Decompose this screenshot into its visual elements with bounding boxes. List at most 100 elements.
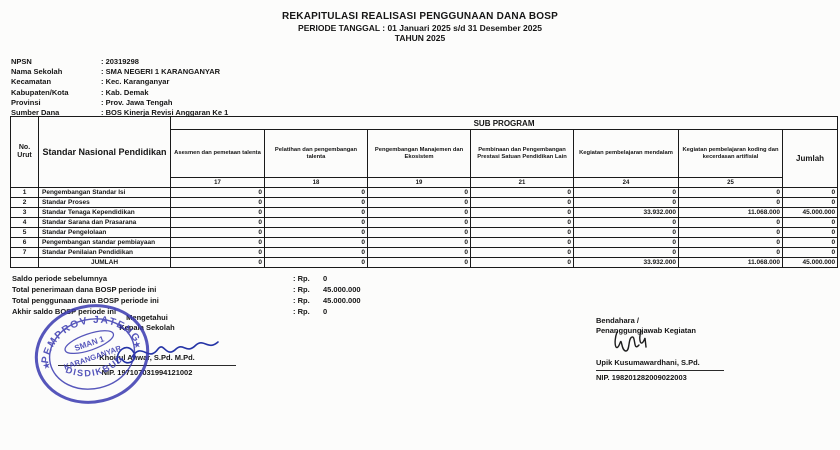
total-value: 0 — [470, 257, 574, 268]
row-name: Standar Sarana dan Prasarana — [38, 217, 171, 228]
row-value: 0 — [573, 217, 679, 228]
row-value: 0 — [470, 197, 574, 208]
report-year: TAHUN 2025 — [394, 33, 446, 43]
table-row: 6 Pengembangan standar pembiayaan 0 0 0 … — [10, 237, 839, 248]
info-value: : 20319298 — [101, 56, 139, 66]
signature-rule — [596, 369, 724, 371]
col-header-manajemen: Pengembangan Manajemen dan Ekosistem — [367, 129, 471, 178]
info-row-provinsi: Provinsi : Prov. Jawa Tengah — [11, 97, 228, 107]
col-code-18: 18 — [264, 177, 368, 188]
principal-nip: NIP. 197107031994121002 — [101, 367, 193, 377]
row-name: Standar Proses — [38, 197, 171, 208]
summary-row-penerimaan: Total penerimaan dana BOSP periode ini: … — [12, 284, 361, 295]
row-no: 7 — [10, 247, 39, 258]
row-value: 0 — [367, 207, 471, 218]
report-title: REKAPITULASI REALISASI PENGGUNAAN DANA B… — [281, 11, 559, 22]
total-value: 0 — [367, 257, 471, 268]
total-value: 45.000.000 — [781, 257, 839, 268]
row-value: 0 — [170, 227, 265, 238]
table-row: 5 Standar Pengelolaan 0 0 0 0 0 0 0 — [10, 227, 839, 238]
table-row: 1 Pengembangan Standar Isi 0 0 0 0 0 0 0 — [10, 187, 839, 198]
row-value: 0 — [470, 187, 574, 198]
school-info-block: NPSN: 20319298 Nama Sekolah: SMA NEGERI … — [11, 56, 228, 118]
summary-label: Total penggunaan dana BOSP periode ini — [12, 296, 159, 305]
info-row-nama-sekolah: Nama Sekolah: SMA NEGERI 1 KARANGANYAR — [11, 66, 228, 76]
col-header-subprogram: SUB PROGRAM — [169, 116, 839, 130]
row-value: 11.068.000 — [678, 207, 783, 218]
col-header-asesmen: Asesmen dan pemetaan talenta — [170, 129, 265, 178]
row-value: 0 — [470, 227, 574, 238]
row-value: 0 — [170, 247, 265, 258]
summary-label: Saldo periode sebelumnya — [12, 274, 108, 283]
row-name: Pengembangan Standar Isi — [38, 187, 171, 198]
table-row: 3 Standar Tenaga Kependidikan 0 0 0 0 33… — [10, 207, 839, 218]
row-no: 1 — [10, 187, 39, 198]
col-header-mendalam: Kegiatan pembelajaran mendalam — [573, 129, 679, 178]
row-value: 0 — [170, 187, 265, 198]
table-row: 2 Standar Proses 0 0 0 0 0 0 0 — [10, 197, 839, 208]
col-header-no-urut: No. Urut — [10, 116, 39, 188]
treasurer-nip: NIP. 198201282009022003 — [596, 372, 687, 382]
row-value: 0 — [678, 247, 783, 258]
info-row-kecamatan: Kecamatan: Kec. Karanganyar — [11, 77, 228, 87]
balance-summary-block: Saldo periode sebelumnya : Rp. 0 Total pen… — [12, 273, 361, 317]
info-value: : Kab. Demak — [101, 87, 149, 97]
col-header-pembinaan: Pembinaan dan Pengembangan Prestasi Satu… — [470, 129, 574, 178]
summary-row-penggunaan: Total penggunaan dana BOSP periode ini: … — [12, 295, 361, 306]
row-value: 0 — [678, 237, 783, 248]
row-value: 0 — [573, 247, 679, 258]
row-no: 5 — [10, 227, 39, 238]
info-label: Sumber Dana — [11, 108, 60, 118]
treasurer-name: Upik Kusumawardhani, S.Pd. — [596, 358, 700, 367]
col-code-24: 24 — [573, 177, 679, 188]
info-label: Nama Sekolah — [11, 66, 63, 76]
col-header-jumlah: Jumlah — [781, 129, 839, 188]
col-header-snp: Standar Nasional Pendidikan — [38, 116, 171, 188]
total-no-cell — [10, 257, 39, 268]
row-no: 2 — [10, 197, 39, 208]
row-value: 0 — [678, 217, 783, 228]
row-value: 0 — [470, 217, 574, 228]
table-total-row: JUMLAH 0 0 0 0 33.932.000 11.068.000 45.… — [10, 257, 839, 268]
row-value: 0 — [264, 187, 368, 198]
row-no: 6 — [10, 237, 39, 248]
table-row: 7 Standar Penilaian Pendidikan 0 0 0 0 0… — [10, 247, 839, 258]
total-value: 11.068.000 — [678, 257, 783, 268]
row-value: 0 — [264, 227, 368, 238]
row-name: Standar Pengelolaan — [38, 227, 171, 238]
row-no: 3 — [10, 207, 39, 218]
total-value: 0 — [170, 257, 265, 268]
col-code-19: 19 — [367, 177, 471, 188]
row-value: 0 — [781, 187, 839, 198]
row-value: 0 — [367, 187, 471, 198]
info-row-sumber-dana: Sumber Dana : BOS Kinerja Revisi Anggaran… — [11, 107, 228, 117]
school-stamp-icon: PEMPROV JATENG DISDIKBUD ★ ★ SMAN 1 KARA… — [32, 304, 150, 404]
row-value: 0 — [781, 217, 839, 228]
summary-currency: : Rp. — [293, 274, 310, 283]
summary-value: 0 — [323, 274, 328, 283]
row-name: Standar Tenaga Kependidikan — [38, 207, 171, 218]
col-code-25: 25 — [678, 177, 783, 188]
col-code-17: 17 — [170, 177, 265, 188]
row-value: 0 — [470, 207, 574, 218]
row-value: 0 — [470, 247, 574, 258]
row-value: 0 — [678, 197, 783, 208]
row-value: 0 — [781, 237, 839, 248]
col-code-21: 21 — [470, 177, 574, 188]
treasurer-signature-block: Bendahara / Penanggungjawab Kegiatan Upi… — [596, 316, 781, 382]
info-value: : Kec. Karanganyar — [101, 77, 170, 87]
principal-role-line2: Kepala Sekolah — [119, 322, 175, 332]
row-value: 0 — [573, 237, 679, 248]
info-value: : Prov. Jawa Tengah — [101, 97, 173, 107]
table-row: 4 Standar Sarana dan Prasarana 0 0 0 0 0… — [10, 217, 839, 228]
row-name: Standar Penilaian Pendidikan — [38, 247, 171, 258]
row-value: 0 — [470, 237, 574, 248]
row-value: 0 — [170, 217, 265, 228]
info-label: Provinsi — [11, 97, 41, 107]
total-label: JUMLAH — [38, 257, 171, 268]
info-value: : BOS Kinerja Revisi Anggaran Ke 1 — [101, 108, 229, 118]
row-value: 0 — [678, 227, 783, 238]
summary-value: 0 — [323, 307, 328, 316]
treasurer-role-line2: Penanggungjawab Kegiatan — [596, 325, 697, 335]
